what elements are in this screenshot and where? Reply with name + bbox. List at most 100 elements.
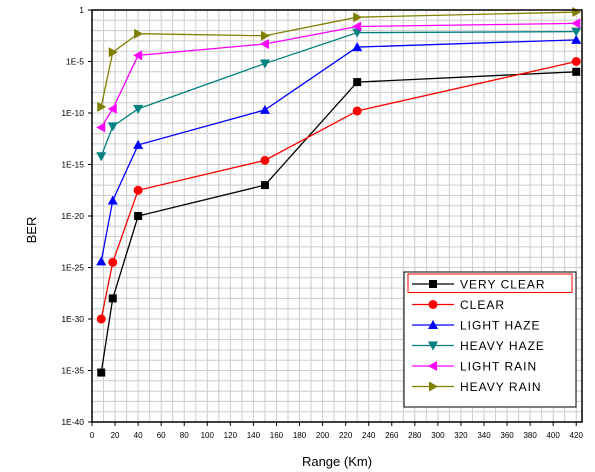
data-point-light-rain [352, 21, 362, 32]
data-point-light-rain [571, 18, 581, 29]
legend-label: LIGHT HAZE [460, 319, 540, 333]
y-tick-label: 1E-10 [61, 108, 84, 118]
data-point-clear [108, 257, 118, 267]
series-heavy-haze [96, 27, 582, 162]
data-point-light-haze [571, 34, 582, 44]
data-point-heavy-haze [571, 27, 582, 37]
x-tick-label: 280 [408, 431, 422, 440]
data-point-light-haze [107, 195, 118, 205]
legend-item-heavy-haze: HEAVY HAZE [412, 339, 545, 353]
y-tick-label: 1E-30 [61, 314, 84, 324]
data-point-heavy-rain [353, 12, 363, 23]
series-line-heavy-haze [100, 30, 577, 157]
data-point-heavy-haze [107, 122, 118, 132]
data-point-heavy-rain [134, 28, 144, 39]
triangle-down-marker [428, 341, 438, 351]
series-very-clear [97, 67, 581, 377]
x-tick-label: 400 [546, 431, 560, 440]
x-tick-label: 320 [454, 431, 468, 440]
data-point-light-rain [259, 38, 269, 49]
data-point-heavy-rain [97, 101, 107, 112]
data-point-light-haze [259, 104, 270, 114]
legend-selection-highlight [407, 273, 573, 293]
data-point-light-rain [133, 50, 143, 61]
x-tick-label: 200 [316, 431, 330, 440]
x-tick-label: 60 [157, 431, 166, 440]
x-tick-label: 140 [247, 431, 261, 440]
y-tick-label: 1E-35 [61, 366, 84, 376]
legend-label: LIGHT RAIN [460, 360, 537, 374]
y-axis-label: BER [24, 217, 39, 244]
data-point-clear [96, 314, 106, 324]
series-layer [96, 7, 582, 377]
triangle-right-marker [429, 381, 438, 392]
series-line-very-clear [100, 71, 577, 373]
data-point-heavy-rain [108, 47, 118, 58]
series-light-haze [96, 34, 582, 266]
series-light-rain [96, 18, 581, 133]
series-line-clear [100, 60, 577, 320]
data-point-clear [571, 57, 581, 66]
data-point-light-haze [96, 256, 107, 266]
square-marker [429, 280, 437, 288]
data-point-light-rain [107, 103, 117, 114]
x-tick-label: 120 [224, 431, 238, 440]
series-line-heavy-rain [100, 11, 577, 107]
legend-item-heavy-rain: HEAVY RAIN [412, 380, 541, 394]
data-point-clear [260, 155, 270, 165]
data-point-heavy-haze [259, 59, 270, 69]
data-point-very-clear [97, 368, 106, 377]
legend-item-light-haze: LIGHT HAZE [412, 319, 540, 333]
legend: VERY CLEAR CLEAR LIGHT HAZE HEAVY HAZE LIGHT… [403, 271, 577, 408]
y-tick-label: 1E-20 [61, 211, 84, 221]
data-point-light-haze [133, 139, 144, 149]
data-point-very-clear [572, 67, 581, 76]
x-tick-label: 180 [293, 431, 307, 440]
data-point-heavy-rain [260, 30, 270, 41]
data-point-heavy-haze [96, 152, 107, 162]
y-tick-label: 1E-5 [66, 57, 84, 67]
triangle-up-marker [428, 320, 438, 329]
x-tick-label: 220 [339, 431, 353, 440]
triangle-left-marker [428, 361, 437, 371]
y-tick-label: 1E-15 [61, 160, 84, 170]
x-tick-label: 80 [180, 431, 189, 440]
y-tick-label: 1E-25 [61, 263, 84, 273]
y-axis-ticks: 1 1E-5 1E-10 1E-15 1E-20 1E-25 1E-30 1E-35 1E-40 [61, 5, 92, 427]
y-tick-label: 1 [79, 5, 84, 15]
data-point-light-rain [96, 122, 106, 133]
data-point-very-clear [260, 181, 269, 190]
x-tick-label: 300 [431, 431, 445, 440]
x-tick-label: 380 [523, 431, 537, 440]
legend-item-clear: CLEAR [412, 298, 504, 312]
data-point-heavy-haze [133, 104, 144, 114]
x-tick-label: 360 [500, 431, 514, 440]
x-tick-label: 40 [134, 431, 143, 440]
legend-label: VERY CLEAR [460, 278, 546, 292]
y-tick-label: 1E-40 [61, 417, 84, 427]
data-point-clear [352, 106, 362, 116]
x-tick-label: 340 [477, 431, 491, 440]
circle-marker [428, 300, 438, 309]
x-tick-label: 100 [201, 431, 215, 440]
x-axis-ticks: 0 20 40 60 80 100 120 140 160 180 200 220 240 260 280 3… [90, 422, 584, 440]
series-clear [96, 57, 581, 324]
legend-label: HEAVY HAZE [460, 339, 545, 353]
data-point-very-clear [134, 212, 143, 220]
x-tick-label: 160 [270, 431, 284, 440]
series-heavy-rain [97, 7, 582, 112]
data-point-very-clear [108, 294, 117, 303]
legend-item-light-rain: LIGHT RAIN [412, 360, 537, 374]
data-point-clear [133, 185, 143, 195]
data-point-very-clear [353, 78, 362, 87]
data-point-light-haze [352, 42, 363, 52]
x-axis-label: Range (Km) [302, 454, 372, 469]
series-line-light-haze [100, 39, 577, 262]
x-tick-label: 0 [90, 431, 95, 440]
x-tick-label: 420 [570, 431, 584, 440]
series-line-light-rain [100, 22, 577, 128]
x-tick-label: 20 [111, 431, 120, 440]
x-tick-label: 260 [385, 431, 399, 440]
data-point-heavy-haze [352, 28, 363, 38]
